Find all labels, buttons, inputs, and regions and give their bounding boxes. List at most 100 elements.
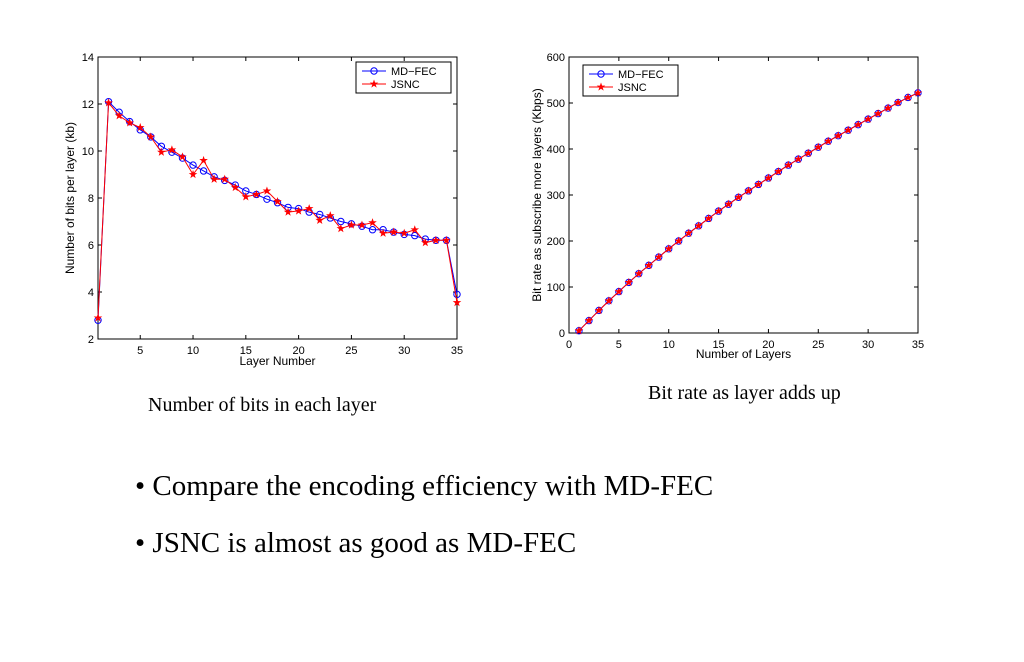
x-tick-label: 25 (812, 339, 824, 351)
data-point-jsnc (654, 252, 664, 261)
x-tick-label: 35 (912, 339, 924, 351)
y-axis-label: Bit rate as subscribe more layers (Kbps) (530, 88, 544, 301)
data-point-jsnc (125, 118, 134, 127)
x-tick-label: 15 (240, 345, 252, 357)
y-tick-label: 500 (547, 98, 565, 110)
y-tick-label: 8 (88, 193, 94, 205)
data-point-jsnc (167, 145, 177, 154)
data-point-md-fec (368, 226, 377, 234)
bullet-item-1: • Compare the encoding efficiency with M… (135, 470, 714, 502)
data-point-jsnc (452, 298, 462, 307)
data-point-jsnc (178, 152, 187, 161)
data-point-jsnc (157, 147, 166, 156)
data-point-jsnc (594, 305, 604, 315)
data-point-jsnc (421, 238, 430, 247)
data-point-jsnc (624, 277, 634, 287)
data-point-jsnc (883, 103, 893, 112)
x-tick-label: 20 (762, 339, 774, 351)
y-tick-label: 4 (88, 287, 94, 299)
data-point-jsnc (220, 174, 230, 183)
data-point-jsnc (347, 220, 356, 229)
chart-bit-rate: 0 5 10 15 20 25 30 35 0 100 200 300 400 500 600 Number … (530, 52, 924, 361)
data-point-jsnc (368, 218, 377, 227)
data-point-jsnc (399, 228, 409, 237)
x-tick-label: 10 (663, 339, 675, 351)
x-tick-label: 25 (345, 345, 357, 357)
data-point-jsnc (431, 235, 441, 244)
data-point-md-fec (263, 195, 271, 203)
data-point-jsnc (903, 92, 913, 102)
legend-marker (369, 79, 379, 88)
data-point-jsnc (843, 125, 853, 134)
data-point-jsnc (188, 169, 198, 179)
data-point-jsnc (389, 227, 398, 236)
data-point-jsnc (744, 186, 753, 195)
legend-label: JSNC (391, 79, 420, 91)
y-tick-label: 14 (82, 52, 94, 64)
data-point-md-fec (199, 167, 208, 175)
y-tick-label: 200 (547, 236, 565, 248)
data-point-jsnc (326, 211, 335, 220)
x-tick-label: 30 (398, 345, 410, 357)
x-tick-label: 5 (616, 339, 622, 351)
caption-bits-per-layer: Number of bits in each layer (148, 394, 377, 416)
x-tick-label: 35 (451, 345, 463, 357)
legend-box (582, 64, 679, 97)
data-point-jsnc (784, 160, 793, 169)
y-tick-label: 100 (547, 282, 565, 294)
data-point-jsnc (315, 215, 325, 224)
y-tick-label: 10 (82, 146, 94, 158)
legend-label: MD−FEC (391, 66, 437, 78)
data-point-jsnc (273, 197, 282, 206)
data-point-jsnc (833, 131, 843, 140)
bullet-item-2: • JSNC is almost as good as MD-FEC (135, 527, 577, 559)
data-point-jsnc (873, 109, 883, 118)
data-point-jsnc (357, 220, 367, 229)
data-point-jsnc (664, 244, 674, 253)
data-point-jsnc (230, 182, 240, 192)
data-point-jsnc (694, 221, 703, 230)
data-point-jsnc (135, 122, 145, 132)
y-axis-label: Number of bits per layer (kb) (63, 122, 77, 274)
data-point-jsnc (104, 98, 113, 107)
data-point-jsnc (794, 154, 803, 163)
data-point-jsnc (863, 114, 873, 123)
data-point-jsnc (209, 174, 219, 183)
data-point-jsnc (754, 179, 763, 189)
x-axis-label: Layer Number (239, 354, 315, 368)
data-point-md-fec (453, 290, 461, 299)
y-tick-label: 6 (88, 240, 94, 252)
caption-bit-rate: Bit rate as layer adds up (648, 382, 841, 404)
legend-marker (597, 70, 605, 78)
data-point-jsnc (614, 287, 624, 296)
y-tick-label: 300 (547, 190, 565, 202)
data-point-jsnc (634, 269, 644, 278)
data-point-jsnc (93, 313, 103, 322)
x-tick-label: 0 (566, 339, 572, 351)
x-tick-label: 10 (187, 345, 199, 357)
data-point-jsnc (283, 207, 293, 216)
data-point-jsnc (913, 88, 923, 97)
data-point-jsnc (674, 236, 683, 245)
data-point-jsnc (813, 142, 823, 151)
data-point-jsnc (584, 316, 594, 325)
x-tick-label: 20 (292, 345, 304, 357)
data-point-jsnc (764, 173, 773, 182)
legend-label: JSNC (618, 82, 647, 94)
data-point-jsnc (704, 213, 713, 223)
data-point-jsnc (724, 199, 733, 208)
x-tick-label: 30 (862, 339, 874, 351)
data-point-jsnc (684, 228, 693, 237)
data-point-jsnc (241, 192, 251, 201)
data-point-jsnc (574, 326, 584, 335)
x-tick-label: 5 (137, 345, 143, 357)
legend-marker (596, 82, 606, 91)
data-point-jsnc (146, 132, 156, 141)
y-tick-label: 0 (559, 328, 565, 340)
data-point-md-fec (189, 161, 197, 169)
data-point-jsnc (252, 189, 261, 199)
y-tick-label: 12 (82, 99, 94, 111)
data-point-jsnc (774, 167, 783, 176)
